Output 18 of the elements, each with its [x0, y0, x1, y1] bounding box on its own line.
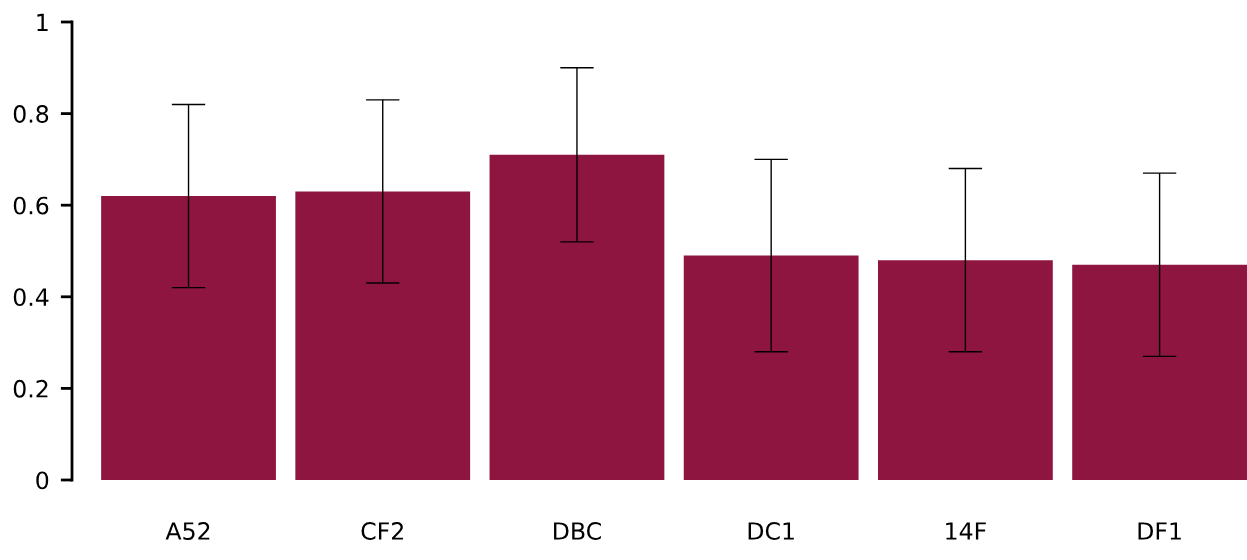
- bar: [101, 196, 276, 480]
- y-tick-label: 0: [36, 471, 49, 490]
- bar: [683, 255, 859, 480]
- y-tick-label: 0.4: [13, 288, 49, 307]
- y-tick-label: 1: [37, 13, 48, 31]
- x-tick-label: 14F: [946, 522, 986, 540]
- x-tick-label: DC1: [748, 522, 794, 540]
- y-tick-label: 0.8: [13, 105, 49, 123]
- y-tick-label: 0.2: [13, 379, 48, 398]
- x-tick-label: CF2: [361, 522, 403, 540]
- x-tick-label: DF1: [1138, 522, 1181, 540]
- bar: [1072, 264, 1247, 480]
- x-tick-label: DBC: [554, 522, 601, 540]
- bar: [877, 260, 1053, 480]
- bar: [295, 191, 471, 480]
- x-tick-label: A52: [165, 522, 210, 540]
- bar: [489, 154, 665, 480]
- y-tick-label: 0.6: [13, 196, 49, 215]
